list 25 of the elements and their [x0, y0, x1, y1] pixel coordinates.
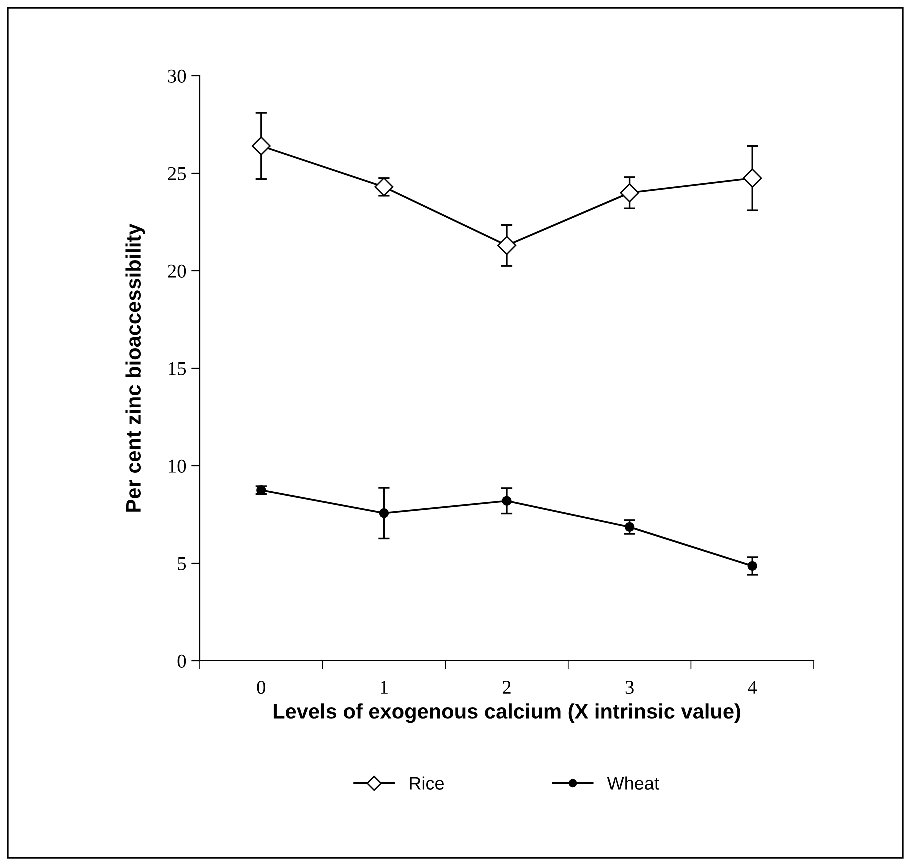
- y-tick-label: 5: [178, 558, 186, 570]
- legend-label: Wheat: [607, 776, 660, 790]
- x-tick-label: 0: [257, 681, 266, 694]
- point: [374, 178, 394, 197]
- y-axis-title: Per cent zinc bioaccessibility: [126, 224, 146, 512]
- x-axis-title: Levels of exogenous calcium (X intrinsic value): [274, 704, 740, 724]
- y-tick-label: 10: [169, 460, 186, 473]
- point: [743, 168, 762, 188]
- y-tick-label: 15: [169, 362, 186, 376]
- point: [502, 496, 512, 506]
- legend-label: Rice: [410, 776, 444, 790]
- point: [379, 508, 390, 518]
- y-tick-label: 20: [168, 264, 186, 278]
- x-tick-label: 3: [626, 681, 634, 694]
- x-tick-label: 2: [502, 681, 511, 694]
- point: [748, 561, 758, 572]
- y-tick-label: 0: [178, 654, 186, 668]
- point: [497, 236, 517, 256]
- x-tick-label: 1: [381, 681, 388, 694]
- x-tick-label: 4: [748, 681, 758, 694]
- y-tick-label: 25: [168, 167, 186, 180]
- point: [620, 183, 640, 203]
- point: [624, 522, 635, 532]
- y-tick-label: 30: [168, 70, 186, 83]
- point: [252, 136, 271, 156]
